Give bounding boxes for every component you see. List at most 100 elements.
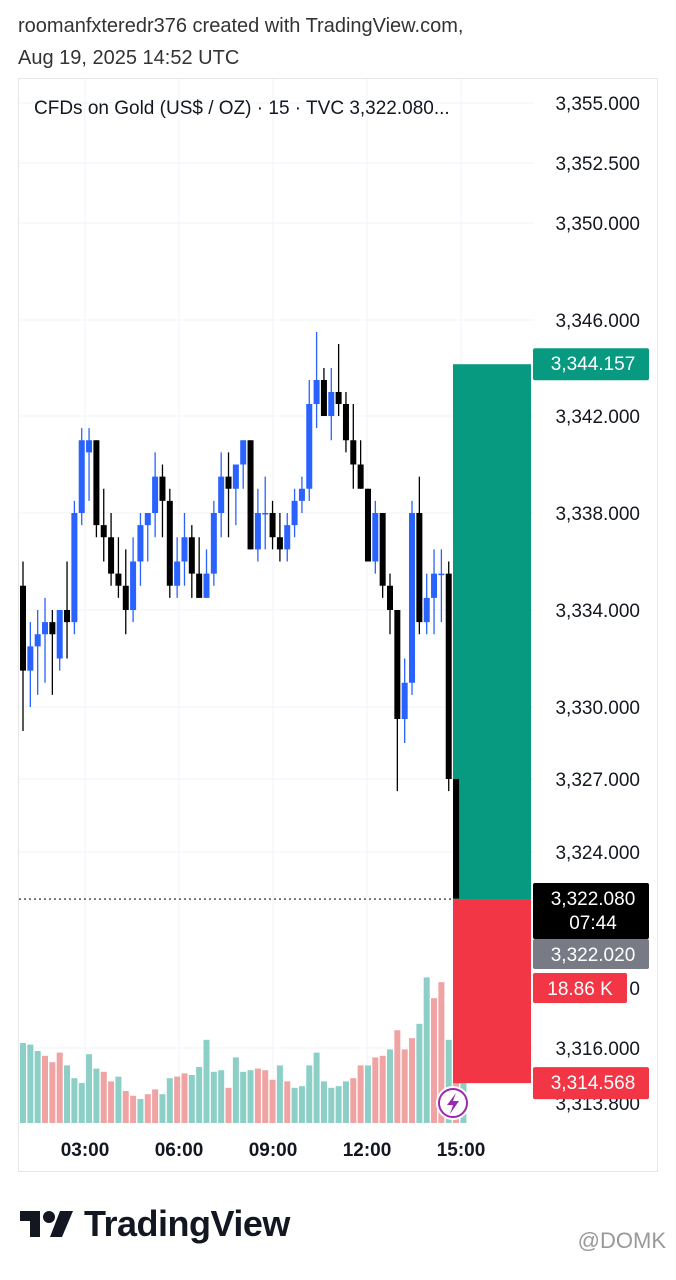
lightning-badge-ring xyxy=(438,1088,468,1118)
volume-bar xyxy=(240,1071,247,1123)
candle-body xyxy=(306,404,313,489)
candle-body xyxy=(254,513,261,550)
candle-body xyxy=(232,464,239,489)
candle-body xyxy=(137,525,144,562)
candle-body xyxy=(409,513,416,683)
volume-bar xyxy=(64,1065,71,1123)
volume-bar xyxy=(115,1076,122,1123)
x-axis-tick-label: 09:00 xyxy=(249,1140,298,1161)
candle-body xyxy=(284,525,291,550)
volume-bar xyxy=(247,1070,254,1123)
volume-bar xyxy=(152,1089,159,1123)
x-axis-tick-label: 15:00 xyxy=(437,1140,486,1161)
candle-body xyxy=(262,513,269,515)
candle-body xyxy=(152,476,159,513)
candle-body xyxy=(100,525,107,538)
y-axis-tick-label: 3,324.000 xyxy=(555,843,640,864)
chart-timestamp: Aug 19, 2025 14:52 UTC xyxy=(18,47,240,69)
candle-body xyxy=(130,561,137,610)
volume-bar xyxy=(357,1065,364,1123)
candle-body xyxy=(159,476,166,501)
chart-author-line: roomanfxteredr376 created with TradingVi… xyxy=(18,15,464,37)
volume-bar xyxy=(401,1049,408,1123)
lightning-icon xyxy=(447,1093,459,1114)
x-axis-tick-label: 12:00 xyxy=(343,1140,392,1161)
y-axis-tick-label: 3,352.500 xyxy=(555,154,640,175)
volume-bar xyxy=(306,1065,313,1123)
candle-body xyxy=(350,440,357,465)
candle-body xyxy=(225,476,232,489)
watermark: @DOMK xyxy=(577,1228,666,1253)
candle-body xyxy=(20,585,26,671)
stop-loss-price-tag-bg xyxy=(533,1067,649,1100)
take-profit-price-tag: 3,344.157 xyxy=(551,354,636,375)
y-axis-tick-label: 3,327.000 xyxy=(555,770,640,791)
candle-body xyxy=(122,585,129,610)
candle-body xyxy=(364,488,371,562)
candle-body xyxy=(320,380,327,416)
candle-body xyxy=(335,392,342,404)
volume-bar xyxy=(364,1065,371,1123)
volume-bar xyxy=(387,1049,393,1123)
candle-body xyxy=(218,476,225,513)
volume-bar xyxy=(130,1095,137,1123)
take-profit-price-tag-bg xyxy=(533,348,649,381)
chart-panel[interactable]: CFDs on Gold (US$ / OZ) · 15 · TVC 3,322… xyxy=(18,78,658,1172)
volume-bar xyxy=(379,1055,386,1123)
candle-body xyxy=(423,597,430,623)
candle-body xyxy=(379,513,386,586)
volume-bar xyxy=(137,1099,144,1123)
volume-bar xyxy=(196,1067,203,1123)
candle-body xyxy=(372,513,379,562)
volume-bar xyxy=(431,998,438,1123)
bid-price-tag-bg xyxy=(533,939,649,970)
tradingview-brand: TradingView xyxy=(20,1203,290,1245)
y-axis-tick-label-partial: 0 xyxy=(629,979,640,1000)
volume-bar xyxy=(335,1086,342,1123)
y-axis-tick-label: 3,346.000 xyxy=(555,311,640,332)
volume-bar xyxy=(78,1083,85,1123)
take-profit-zone xyxy=(453,364,531,900)
candle-body xyxy=(342,404,349,441)
volume-bar xyxy=(71,1078,78,1123)
candlestick-chart[interactable]: CFDs on Gold (US$ / OZ) · 15 · TVC 3,322… xyxy=(19,79,659,1173)
volume-bar xyxy=(34,1051,41,1123)
candle-body xyxy=(174,561,181,586)
candle-body xyxy=(445,573,452,779)
volume-bar xyxy=(269,1079,276,1123)
candle-body xyxy=(115,573,122,586)
candle-body xyxy=(64,610,71,623)
candle-body xyxy=(298,488,305,501)
volume-bar xyxy=(409,1038,416,1123)
volume-bar xyxy=(254,1068,261,1123)
candle-body xyxy=(196,573,203,598)
chart-title: CFDs on Gold (US$ / OZ) · 15 · TVC 3,322… xyxy=(34,98,450,119)
volume-bar xyxy=(372,1057,379,1123)
candle-body xyxy=(387,585,393,610)
candle-body xyxy=(34,634,41,647)
candle-body xyxy=(93,440,100,526)
candle-body xyxy=(188,537,195,574)
y-axis-tick-label: 3,338.000 xyxy=(555,504,640,525)
volume-bar xyxy=(445,1039,452,1123)
volume-bar xyxy=(423,977,430,1123)
candle-body xyxy=(269,513,276,538)
volume-bar xyxy=(49,1062,56,1123)
volume-bar xyxy=(188,1075,195,1123)
y-axis-tick-label: 3,355.000 xyxy=(555,94,640,115)
x-axis-tick-label: 03:00 xyxy=(61,1140,110,1161)
last-price-tag-bg xyxy=(533,883,649,940)
candle-body xyxy=(71,513,78,623)
y-axis-tick-label: 3,350.000 xyxy=(555,214,640,235)
y-axis-tick-label: 3,334.000 xyxy=(555,601,640,622)
volume-bar xyxy=(416,1023,423,1123)
volume-bar xyxy=(144,1094,151,1123)
candle-body xyxy=(108,537,115,574)
volume-bar xyxy=(313,1052,320,1123)
last-price-tag: 3,322.080 xyxy=(551,889,636,910)
bid-price-tag: 3,322.020 xyxy=(551,945,636,966)
candle-body xyxy=(328,392,335,416)
candle-body xyxy=(276,537,283,550)
tradingview-logo-icon xyxy=(20,1211,73,1237)
volume-tag: 18.86 K xyxy=(547,979,613,1000)
